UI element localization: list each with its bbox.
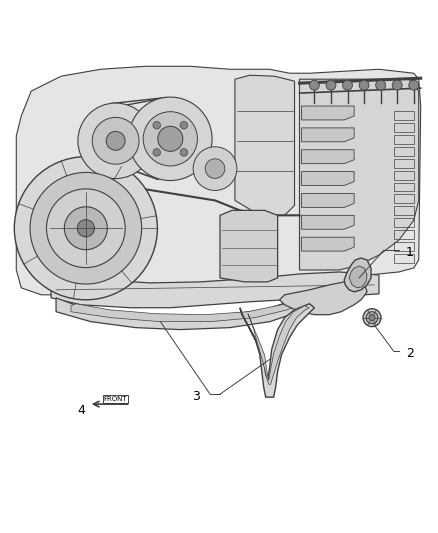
Circle shape [359, 80, 369, 90]
Polygon shape [56, 292, 314, 329]
Circle shape [153, 149, 160, 156]
Bar [394, 123, 414, 132]
Bar [394, 230, 414, 239]
Polygon shape [240, 304, 314, 397]
Circle shape [363, 309, 381, 327]
Circle shape [158, 126, 183, 151]
Circle shape [392, 80, 402, 90]
Bar [394, 219, 414, 227]
Circle shape [77, 220, 95, 237]
Circle shape [30, 173, 141, 284]
Circle shape [180, 149, 187, 156]
Bar [394, 159, 414, 168]
Text: 3: 3 [192, 390, 200, 402]
Bar [394, 147, 414, 156]
Circle shape [180, 122, 187, 129]
Polygon shape [279, 280, 367, 314]
Circle shape [205, 159, 225, 179]
Bar [394, 254, 414, 263]
Circle shape [64, 207, 107, 249]
Text: 1: 1 [406, 246, 413, 259]
Polygon shape [301, 193, 354, 207]
Circle shape [106, 131, 125, 150]
Polygon shape [71, 297, 304, 321]
Polygon shape [301, 128, 354, 142]
Polygon shape [301, 106, 354, 120]
Polygon shape [349, 266, 367, 288]
Polygon shape [301, 172, 354, 185]
Bar [394, 171, 414, 180]
Bar [394, 182, 414, 191]
Circle shape [193, 147, 237, 190]
Circle shape [309, 80, 319, 90]
Polygon shape [344, 258, 371, 292]
Circle shape [343, 80, 353, 90]
Circle shape [143, 112, 198, 166]
Text: 4: 4 [77, 403, 85, 417]
Bar [394, 206, 414, 215]
Polygon shape [300, 79, 419, 270]
Circle shape [78, 103, 153, 179]
Polygon shape [235, 75, 294, 215]
Circle shape [369, 314, 375, 321]
Circle shape [92, 117, 139, 164]
Text: FRONT: FRONT [104, 396, 127, 402]
Polygon shape [301, 237, 354, 251]
Polygon shape [301, 215, 354, 229]
Bar [394, 111, 414, 120]
Circle shape [153, 122, 160, 129]
Polygon shape [220, 211, 278, 282]
Bar [394, 195, 414, 204]
Bar [394, 135, 414, 144]
Circle shape [326, 80, 336, 90]
Polygon shape [248, 306, 309, 384]
Circle shape [46, 189, 125, 268]
Polygon shape [51, 272, 379, 308]
Circle shape [129, 97, 212, 181]
Circle shape [14, 157, 157, 300]
Polygon shape [16, 66, 421, 295]
Text: 2: 2 [406, 347, 413, 360]
Circle shape [376, 80, 385, 90]
Bar [394, 242, 414, 251]
Circle shape [366, 312, 378, 324]
Polygon shape [301, 150, 354, 164]
Circle shape [409, 80, 419, 90]
